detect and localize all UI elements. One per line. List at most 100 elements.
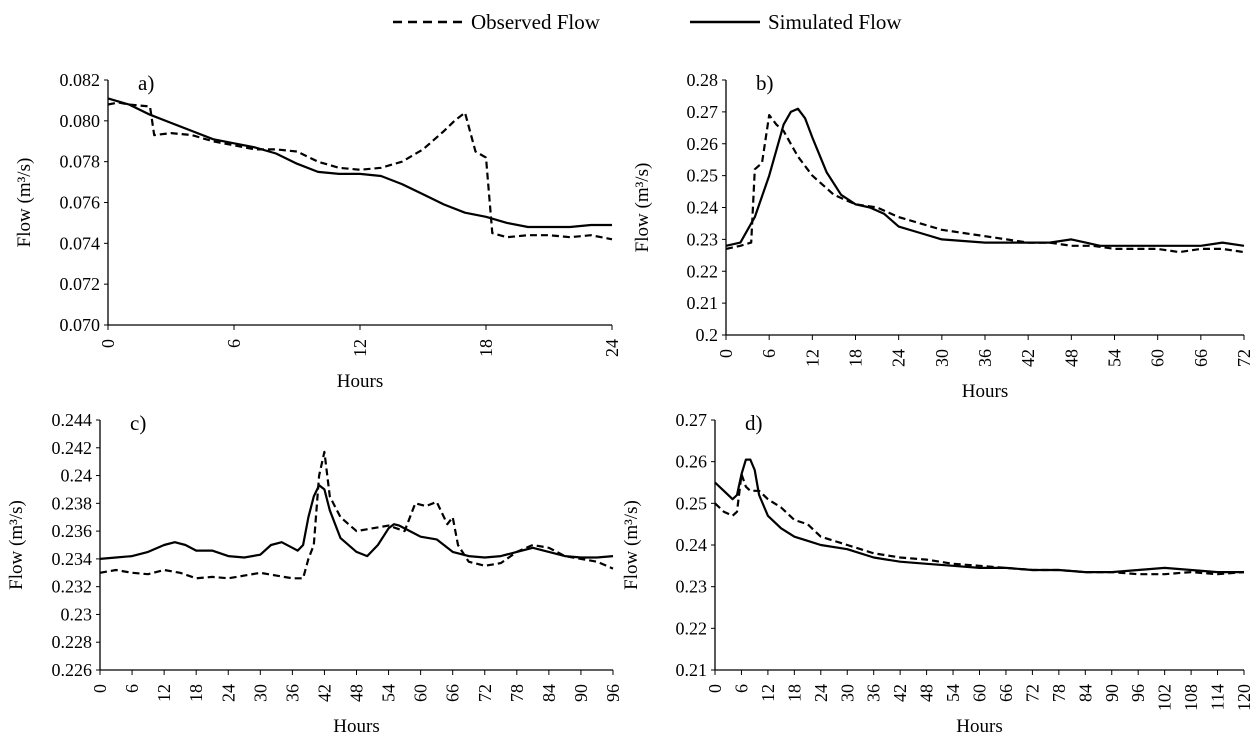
panel-1: 0.070 0.072 0.074 0.076 0.078 0.080 0.082 0 6 12 1…	[14, 70, 622, 392]
x-tick-label: 24	[811, 684, 831, 702]
x-tick-label: 54	[943, 684, 963, 702]
y-axis-title: Flow (m³/s)	[6, 500, 27, 590]
x-tick-label: 54	[379, 684, 399, 702]
x-tick-label: 72	[475, 684, 495, 702]
x-axis-title: Hours	[956, 716, 1002, 737]
observed-flow-line	[99, 450, 614, 580]
y-tick-label: 0.23	[61, 604, 93, 624]
x-tick-label: 84	[539, 684, 559, 702]
x-tick-label: 78	[1049, 684, 1069, 702]
x-tick-label: 0	[98, 339, 118, 348]
x-tick-label: 6	[224, 339, 244, 348]
simulated-flow-line	[99, 484, 614, 560]
x-tick-label: 30	[837, 684, 857, 702]
y-tick-label: 0.21	[687, 293, 719, 313]
panel-label: a)	[138, 71, 154, 95]
x-tick-label: 30	[932, 349, 952, 367]
x-tick-label: 0	[716, 349, 736, 358]
x-tick-label: 12	[350, 339, 370, 357]
y-tick-label: 0.082	[60, 70, 101, 90]
x-tick-label: 78	[507, 684, 527, 702]
panel-2: 0.2 0.21 0.22 0.23 0.24 0.25 0.26 0.27 0.28 0 6 12 1…	[632, 70, 1254, 402]
x-tick-label: 60	[970, 684, 990, 702]
legend-observed-label: Observed Flow	[471, 10, 601, 34]
x-tick-label: 90	[571, 684, 591, 702]
x-tick-label: 24	[602, 339, 622, 357]
x-tick-label: 108	[1181, 684, 1201, 711]
y-tick-label: 0.24	[61, 466, 93, 486]
x-tick-label: 120	[1234, 684, 1254, 711]
y-tick-label: 0.22	[687, 261, 719, 281]
x-tick-label: 0	[705, 684, 725, 693]
x-tick-label: 18	[784, 684, 804, 702]
x-tick-label: 36	[975, 349, 995, 367]
y-tick-label: 0.242	[52, 438, 93, 458]
x-tick-label: 48	[347, 684, 367, 702]
x-tick-label: 60	[411, 684, 431, 702]
y-tick-label: 0.2	[696, 325, 719, 345]
x-tick-label: 66	[996, 684, 1016, 702]
y-axis-title: Flow (m³/s)	[621, 500, 642, 590]
panel-3: 0.226 0.228 0.23 0.232 0.234 0.236 0.238 0.24 0.…	[6, 410, 623, 737]
simulated-flow-line	[107, 97, 612, 229]
legend: Observed Flow Simulated Flow	[393, 10, 902, 34]
x-tick-label: 60	[1148, 349, 1168, 367]
observed-flow-line	[725, 113, 1245, 254]
x-tick-label: 42	[314, 684, 334, 702]
y-tick-label: 0.28	[687, 70, 719, 90]
x-tick-label: 0	[90, 684, 110, 693]
y-tick-label: 0.27	[676, 410, 708, 430]
y-tick-label: 0.25	[676, 493, 708, 513]
x-tick-label: 48	[1061, 349, 1081, 367]
x-tick-label: 48	[917, 684, 937, 702]
y-tick-label: 0.23	[676, 577, 708, 597]
panel-label: d)	[745, 411, 763, 435]
y-tick-label: 0.074	[60, 233, 101, 253]
x-tick-label: 90	[1102, 684, 1122, 702]
y-tick-label: 0.26	[676, 452, 708, 472]
x-tick-label: 42	[890, 684, 910, 702]
x-tick-label: 66	[443, 684, 463, 702]
x-tick-label: 18	[846, 349, 866, 367]
x-tick-label: 24	[889, 349, 909, 367]
observed-flow-line	[107, 101, 613, 241]
x-tick-label: 96	[1128, 684, 1148, 702]
y-tick-label: 0.24	[676, 535, 708, 555]
x-tick-label: 96	[603, 684, 623, 702]
simulated-flow-line	[725, 107, 1245, 247]
panel-label: c)	[130, 411, 146, 435]
x-tick-label: 12	[802, 349, 822, 367]
x-tick-label: 114	[1208, 684, 1228, 710]
x-tick-label: 6	[731, 684, 751, 693]
x-tick-label: 54	[1105, 349, 1125, 367]
legend-simulated-label: Simulated Flow	[768, 10, 902, 34]
x-tick-label: 30	[250, 684, 270, 702]
observed-flow-line	[714, 473, 1245, 576]
y-tick-label: 0.078	[60, 152, 101, 172]
y-tick-label: 0.23	[687, 229, 719, 249]
y-tick-label: 0.226	[52, 660, 93, 680]
x-axis-title: Hours	[333, 716, 379, 737]
y-tick-label: 0.27	[687, 102, 719, 122]
x-tick-label: 36	[864, 684, 884, 702]
y-axis-title: Flow (m³/s)	[14, 158, 35, 248]
x-tick-label: 84	[1075, 684, 1095, 702]
x-tick-label: 66	[1191, 349, 1211, 367]
y-tick-label: 0.24	[687, 198, 719, 218]
y-tick-label: 0.234	[52, 549, 93, 569]
y-tick-label: 0.21	[676, 660, 708, 680]
panel-label: b)	[756, 71, 774, 95]
y-tick-label: 0.232	[52, 577, 93, 597]
y-tick-label: 0.076	[60, 193, 101, 213]
y-tick-label: 0.228	[52, 632, 93, 652]
x-tick-label: 6	[759, 349, 779, 358]
y-tick-label: 0.080	[60, 111, 101, 131]
x-tick-label: 72	[1234, 349, 1254, 367]
x-tick-label: 36	[282, 684, 302, 702]
y-tick-label: 0.26	[687, 134, 719, 154]
x-tick-label: 42	[1018, 349, 1038, 367]
x-axis-title: Hours	[962, 381, 1008, 402]
x-tick-label: 18	[476, 339, 496, 357]
